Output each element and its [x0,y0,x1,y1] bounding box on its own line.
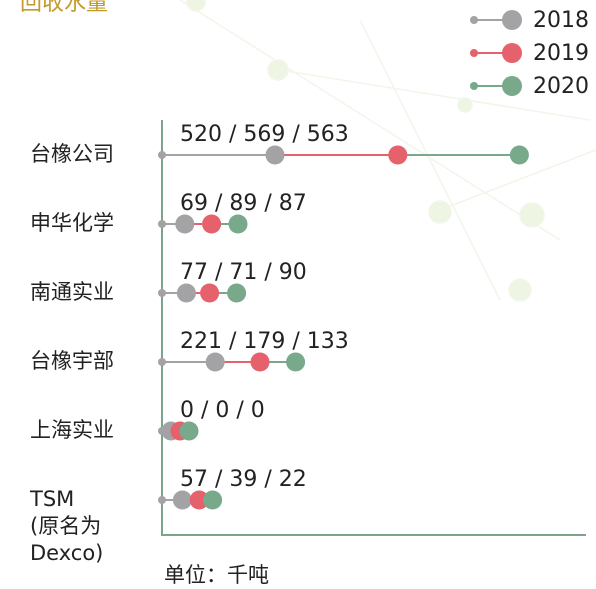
decor-bubble [267,59,289,81]
dot [175,214,195,234]
dot [265,145,285,165]
category-label-line: (原名为 [30,514,101,538]
legend-dot [502,10,522,30]
dot [179,421,199,441]
dot [227,283,247,303]
decor-bubble [508,278,532,302]
legend-label: 2020 [533,74,589,99]
category-label: TSM (原名为 Dexco) [29,487,103,565]
category-label-line: TSM [29,487,74,511]
data-label: 221 / 179 / 133 [180,329,349,354]
dot [286,352,306,372]
decor-bubble [519,202,545,228]
data-label: 57 / 39 / 22 [180,467,307,492]
legend-dot [502,76,522,96]
dot [203,490,223,510]
legend-small-dot [470,49,478,57]
data-label: 0 / 0 / 0 [180,398,265,423]
unit-note: 单位：千吨 [164,563,269,587]
category-label: 台橡公司 [30,142,114,166]
decor-bubble [186,0,206,12]
dot [189,490,209,510]
dot [200,283,220,303]
decor-line [279,69,591,121]
dot [388,145,408,165]
category-label: 台橡宇部 [30,349,114,373]
legend-small-dot [470,82,478,90]
category-label-line: Dexco) [30,541,103,565]
data-label: 520 / 569 / 563 [180,122,349,147]
dot [228,214,248,234]
dot [205,352,225,372]
category-label: 上海实业 [30,418,114,442]
dot [176,283,196,303]
data-label: 77 / 71 / 90 [180,260,307,285]
decor-line [439,149,596,211]
legend-dot [502,43,522,63]
legend-label: 2018 [533,8,589,33]
background-decor [179,0,596,302]
legend-label: 2019 [533,41,589,66]
dot [202,214,222,234]
legend-small-dot [470,16,478,24]
decor-line [359,19,501,301]
dot [509,145,529,165]
decor-bubble [457,97,473,113]
category-label: 南通实业 [30,280,114,304]
chart-title: 回收水量 [20,0,108,16]
data-label: 69 / 89 / 87 [180,191,307,216]
dot [172,490,192,510]
category-label: 申华化学 [30,211,114,235]
dot [250,352,270,372]
decor-bubble [428,200,452,224]
decor-line [179,0,561,241]
